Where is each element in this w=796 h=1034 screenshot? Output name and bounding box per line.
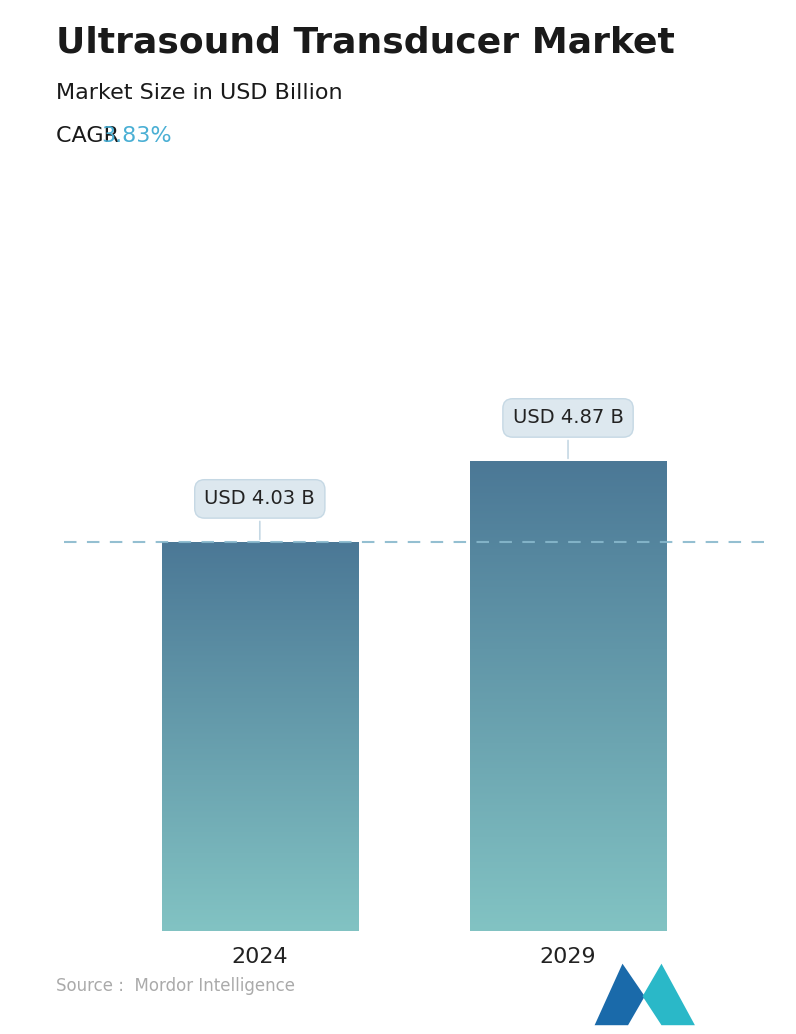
Text: Source :  Mordor Intelligence: Source : Mordor Intelligence [56, 977, 295, 995]
Text: 3.83%: 3.83% [102, 126, 172, 146]
Text: Market Size in USD Billion: Market Size in USD Billion [56, 83, 342, 102]
Polygon shape [642, 964, 695, 1026]
Text: USD 4.87 B: USD 4.87 B [513, 408, 623, 458]
Text: CAGR: CAGR [56, 126, 126, 146]
Polygon shape [595, 964, 645, 1026]
Text: USD 4.03 B: USD 4.03 B [205, 489, 315, 540]
Text: Ultrasound Transducer Market: Ultrasound Transducer Market [56, 26, 674, 60]
